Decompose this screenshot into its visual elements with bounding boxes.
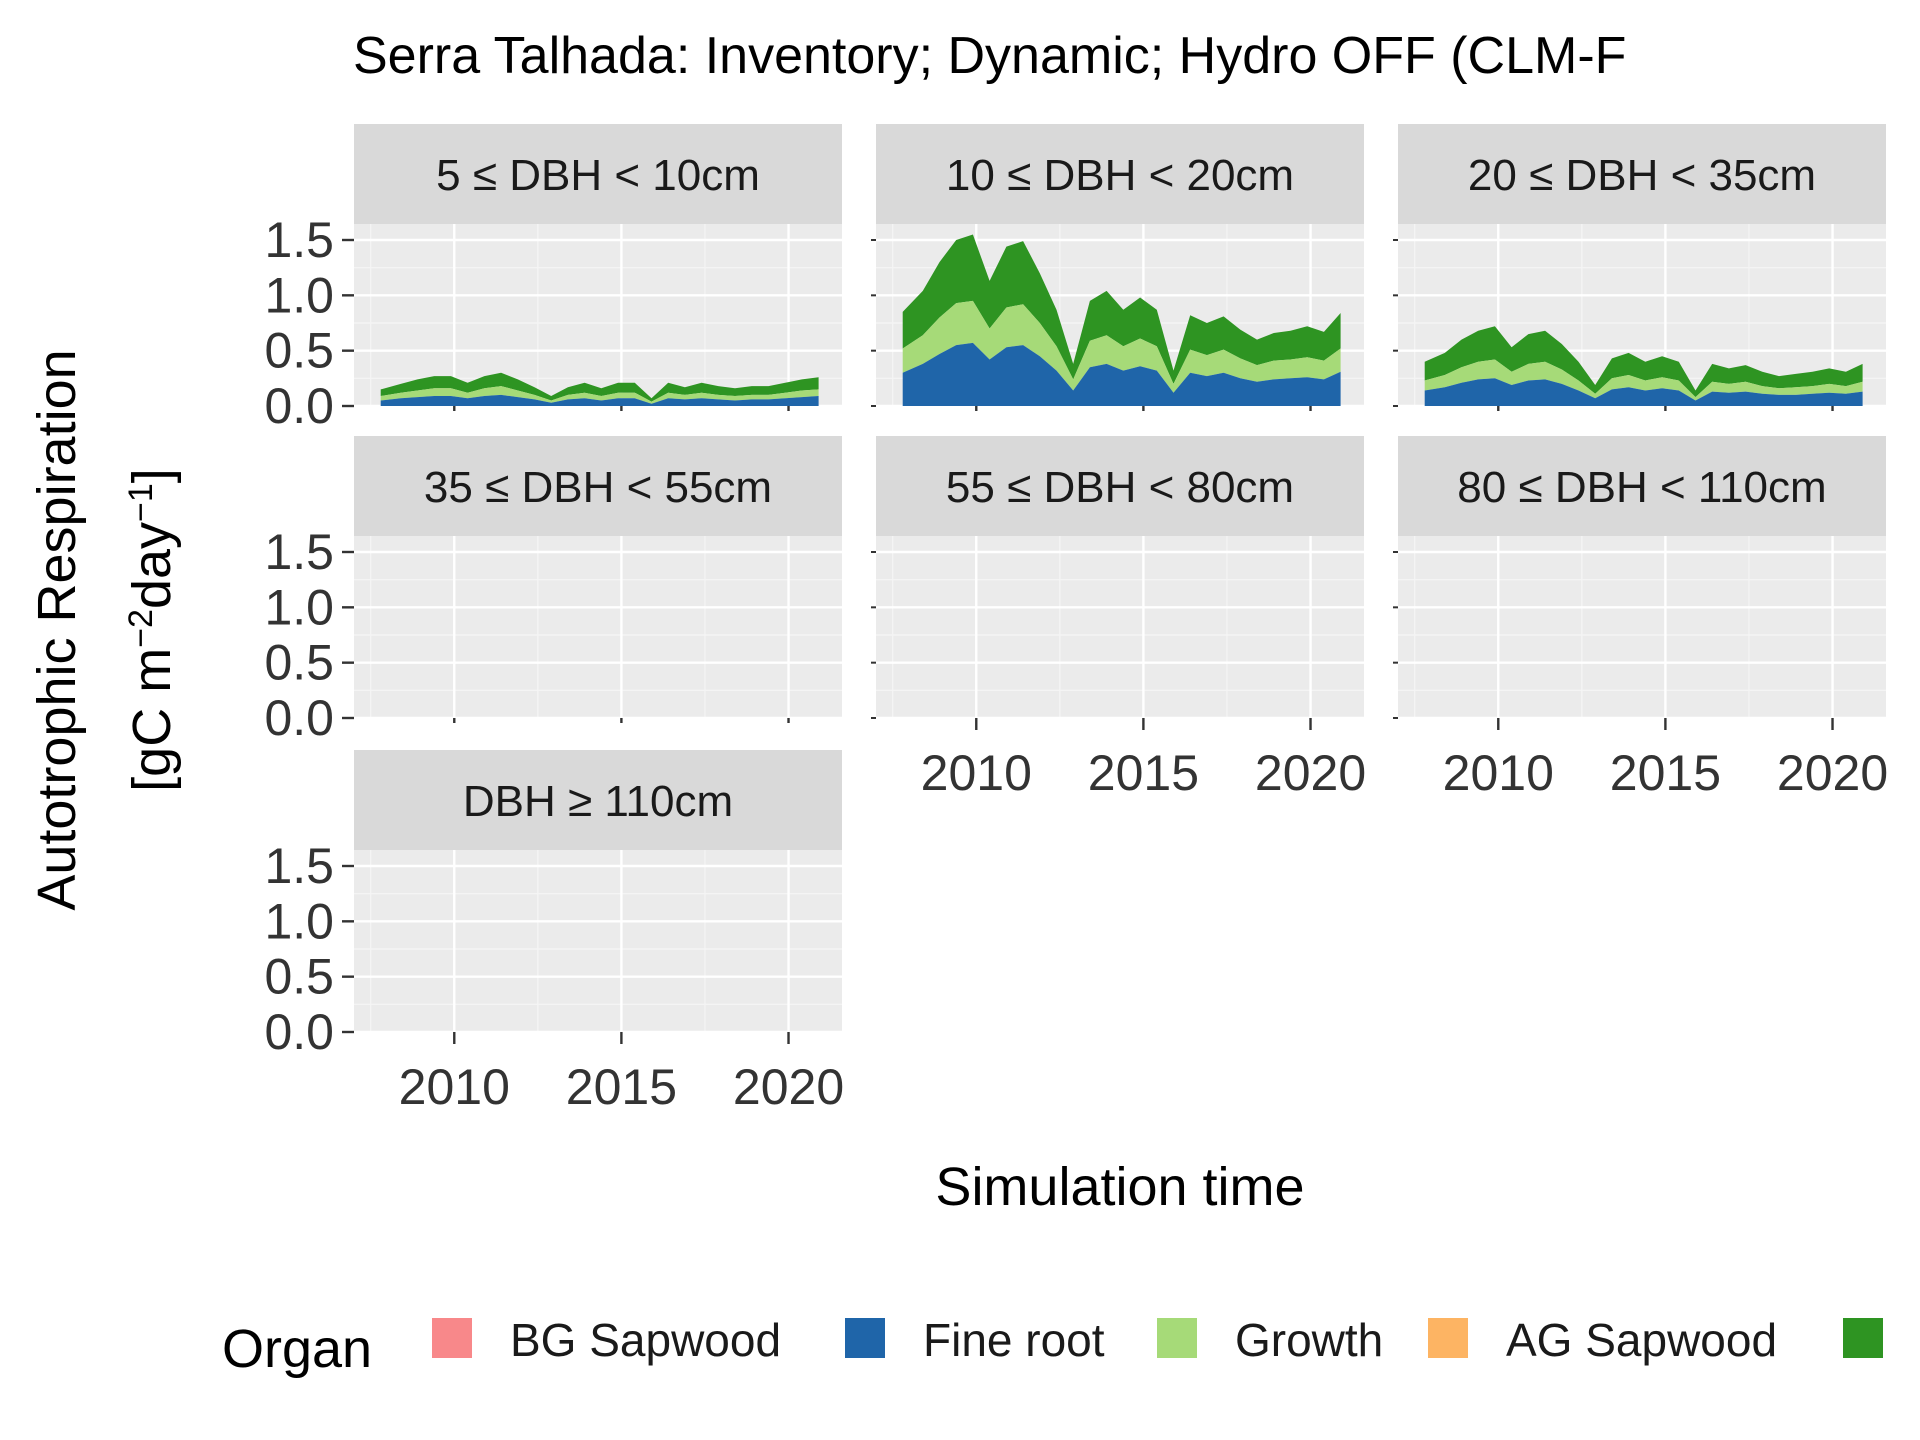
facet-panel: 20 ≤ DBH < 35cm (1393, 124, 1886, 411)
y-tick-label: 1.5 (264, 838, 334, 894)
facet-strip-label: 5 ≤ DBH < 10cm (436, 151, 760, 200)
legend-title: Organ (222, 1319, 372, 1379)
x-tick-label: 2020 (1255, 745, 1366, 801)
y-tick-label: 1.0 (264, 267, 334, 323)
gridlines (354, 850, 842, 1034)
facet-strip (1398, 436, 1886, 536)
stacked-areas (380, 372, 819, 406)
legend-key (845, 1318, 885, 1358)
legend-key (1157, 1318, 1197, 1358)
legend-key (432, 1318, 472, 1358)
facet-panel: 80 ≤ DBH < 110cm 2010 2015 2020 (1393, 436, 1888, 801)
area-series (1424, 359, 1863, 401)
x-tick-label: 2020 (1777, 745, 1888, 801)
legend-key (1428, 1318, 1468, 1358)
chart-title: Serra Talhada: Inventory; Dynamic; Hydro… (353, 27, 1626, 85)
y-axis-label-line2: [gC m−2day−1] (122, 468, 182, 792)
facet-strip-label: 80 ≤ DBH < 110cm (1457, 463, 1826, 512)
stacked-areas (1424, 326, 1863, 406)
y-axis-label-part-a: [gC m (122, 648, 182, 792)
area-series (380, 386, 819, 404)
x-tick-label: 2010 (921, 745, 1032, 801)
y-tick-label: 1.0 (264, 579, 334, 635)
y-tick-label: 0.0 (264, 1004, 334, 1060)
y-tick-label: 1.5 (264, 524, 334, 580)
facet-strip (354, 750, 842, 850)
y-axis-label-sup-a: −2 (122, 609, 160, 648)
y-axis-label-sup-b: −1 (122, 483, 160, 522)
legend-key (1843, 1318, 1883, 1358)
panel-background (354, 850, 842, 1032)
facet-panel: 10 ≤ DBH < 20cm (871, 124, 1364, 411)
legend: Organ BG Sapwood Fine root Growth AG Sapwood (222, 1314, 1883, 1379)
facet-panel: DBH ≥ 110cm 0.00.51.01.5 2010 2015 2020 (264, 750, 844, 1115)
facet-strip-label: 20 ≤ DBH < 35cm (1468, 151, 1816, 200)
legend-label: BG Sapwood (510, 1314, 781, 1366)
facet-panel: 5 ≤ DBH < 10cm 0.00.51.01.5 (264, 124, 842, 434)
legend-label: Growth (1235, 1314, 1383, 1366)
legend-label: AG Sapwood (1506, 1314, 1777, 1366)
y-tick-label: 0.5 (264, 949, 334, 1005)
area-series (1424, 378, 1863, 406)
y-tick-label: 1.0 (264, 893, 334, 949)
y-axis-label-part-b: day (122, 522, 182, 609)
area-series (380, 372, 819, 402)
y-tick-label: 0.5 (264, 323, 334, 379)
panel-background (876, 536, 1364, 718)
y-tick-label: 0.5 (264, 635, 334, 691)
facet-strip (354, 124, 842, 224)
facet-strip (354, 436, 842, 536)
facet-strip (1398, 124, 1886, 224)
facet-strip (876, 436, 1364, 536)
facet-panel: 55 ≤ DBH < 80cm 2010 2015 2020 (871, 436, 1366, 801)
facet-panel: 35 ≤ DBH < 55cm 0.00.51.01.5 (264, 436, 842, 746)
area-series (1424, 326, 1863, 398)
y-axis-label-part-c: ] (122, 468, 182, 483)
gridlines (354, 536, 842, 720)
x-axis-label: Simulation time (935, 1157, 1304, 1217)
x-tick-label: 2015 (566, 1059, 677, 1115)
facet-strip (876, 124, 1364, 224)
stacked-areas (902, 234, 1341, 406)
x-tick-label: 2010 (399, 1059, 510, 1115)
gridlines (876, 536, 1364, 720)
y-tick-label: 0.0 (264, 690, 334, 746)
facet-strip-label: 35 ≤ DBH < 55cm (424, 463, 772, 512)
area-series (380, 394, 819, 406)
panel-background (1398, 536, 1886, 718)
y-tick-label: 0.0 (264, 378, 334, 434)
legend-label: Fine root (923, 1314, 1105, 1366)
facet-strip-label: 55 ≤ DBH < 80cm (946, 463, 1294, 512)
gridlines (1398, 536, 1886, 720)
y-axis-label-line1: Autotrophic Respiration (27, 349, 87, 910)
facet-strip-label: DBH ≥ 110cm (463, 777, 733, 826)
panel-background (354, 536, 842, 718)
y-tick-label: 1.5 (264, 212, 334, 268)
x-tick-label: 2015 (1610, 745, 1721, 801)
x-tick-label: 2015 (1088, 745, 1199, 801)
panel-background (354, 224, 842, 406)
x-tick-label: 2010 (1443, 745, 1554, 801)
area-series (902, 300, 1341, 393)
area-series (902, 234, 1341, 384)
facet-strip-label: 10 ≤ DBH < 20cm (946, 151, 1294, 200)
x-tick-label: 2020 (733, 1059, 844, 1115)
area-series (902, 342, 1341, 406)
